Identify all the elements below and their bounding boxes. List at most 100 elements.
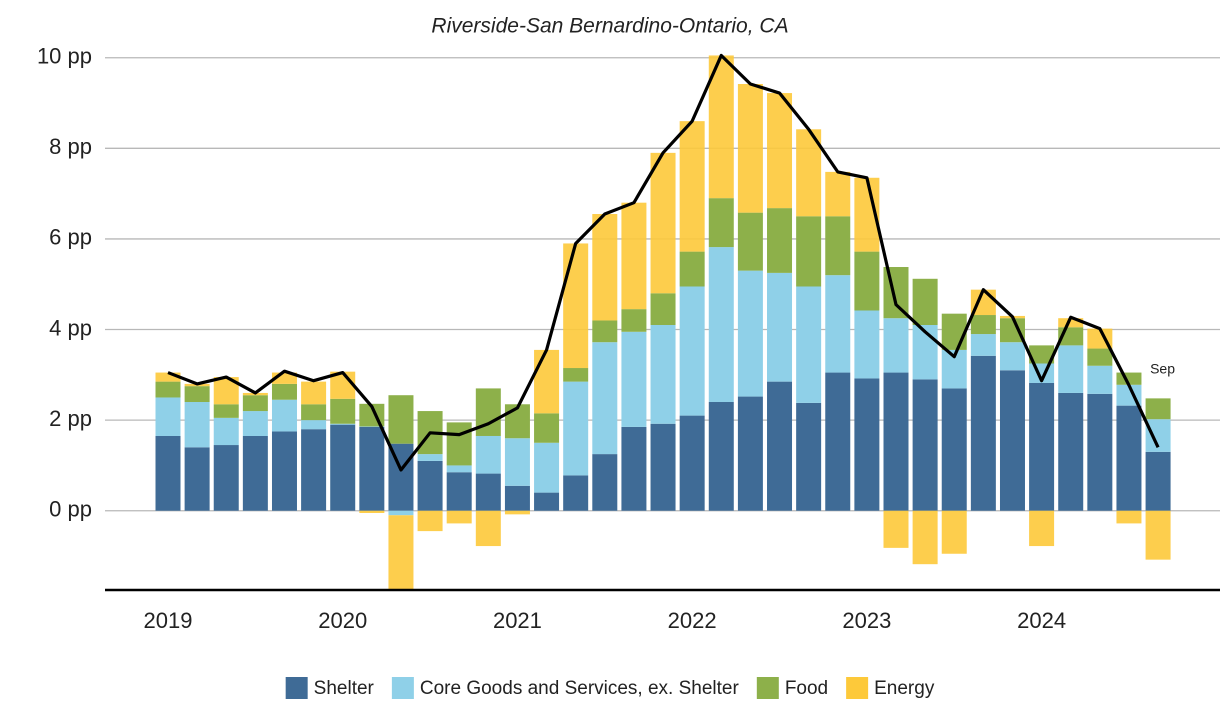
bar-segment xyxy=(912,324,938,380)
total-line xyxy=(167,53,1160,472)
bar-segment xyxy=(504,404,530,439)
bar-segment xyxy=(301,404,327,421)
bar-segment xyxy=(155,372,181,382)
bar-segment xyxy=(1087,348,1113,366)
annotation: Sep xyxy=(1150,361,1175,377)
bar-segment xyxy=(271,372,297,384)
bar-segment xyxy=(1029,382,1055,511)
bar-segment xyxy=(941,388,967,511)
x-tick-label: 2021 xyxy=(493,608,542,633)
bar-segment xyxy=(825,171,851,217)
y-tick-label: 10 pp xyxy=(37,44,92,69)
legend-label: Energy xyxy=(874,678,935,699)
x-tick-label: 2022 xyxy=(668,608,717,633)
bar-segment xyxy=(184,386,210,403)
x-tick-label: 2020 xyxy=(318,608,367,633)
bar-segment xyxy=(825,275,851,373)
bar-segment xyxy=(767,208,793,273)
bar-segment xyxy=(504,510,530,515)
y-tick-label: 8 pp xyxy=(49,134,92,159)
bar-segment xyxy=(504,438,530,486)
bar-segment xyxy=(679,415,705,511)
bar-segment xyxy=(796,402,822,511)
bar-segment xyxy=(242,395,268,412)
legend-label: Food xyxy=(785,678,828,699)
bar-segment xyxy=(213,404,239,418)
bar-segment xyxy=(534,349,560,414)
bar-segment xyxy=(359,426,385,511)
bar-segment xyxy=(446,472,472,511)
bar-segment xyxy=(1116,510,1142,524)
bar-segment xyxy=(970,355,996,511)
bar-segment xyxy=(912,510,938,565)
bar-segment xyxy=(999,342,1025,371)
bar-segment xyxy=(825,372,851,511)
y-tick-label: 0 pp xyxy=(49,497,92,522)
bar-segment xyxy=(242,435,268,511)
legend: Shelter Core Goods and Services, ex. Shel… xyxy=(285,677,935,699)
bar-segment xyxy=(301,420,327,430)
bar-segment xyxy=(388,395,414,444)
x-tick-label: 2024 xyxy=(1017,608,1066,633)
bar-segment xyxy=(475,435,501,474)
bar-segment xyxy=(621,331,647,427)
bar-segment xyxy=(534,442,560,493)
bar-segment xyxy=(650,324,676,424)
bar-segment xyxy=(1029,345,1055,364)
bar-segment xyxy=(825,216,851,276)
bar-segment xyxy=(708,198,734,248)
bar-segment xyxy=(155,381,181,398)
bar-segment xyxy=(650,293,676,325)
bar-segment xyxy=(242,411,268,436)
y-tick-label: 6 pp xyxy=(49,225,92,250)
bar-segment xyxy=(504,485,530,511)
bar-segment xyxy=(941,313,967,350)
bar-segment xyxy=(563,368,589,382)
bar-segment xyxy=(1145,510,1171,560)
bar-segment xyxy=(592,320,618,343)
bar-segment xyxy=(650,423,676,511)
bar-segment xyxy=(767,381,793,511)
bar-segment xyxy=(679,121,705,252)
bar-segment xyxy=(417,460,443,511)
bar-segment xyxy=(621,202,647,310)
bar-segment xyxy=(359,510,385,513)
bar-segment xyxy=(621,426,647,511)
bar-segment xyxy=(1087,393,1113,511)
bar-segment xyxy=(417,454,443,461)
x-tick-label: 2019 xyxy=(144,608,193,633)
bar-segment xyxy=(854,378,880,511)
y-tick-label: 4 pp xyxy=(49,315,92,340)
bar-segment xyxy=(737,396,763,511)
bar-segment xyxy=(534,413,560,443)
bar-segment xyxy=(708,247,734,403)
bar-segment xyxy=(737,270,763,397)
bar-segment xyxy=(592,342,618,455)
bar-segment xyxy=(213,445,239,511)
bar-segment xyxy=(271,431,297,511)
bar-segment xyxy=(475,473,501,511)
bar-segment xyxy=(446,422,472,466)
bar-segment xyxy=(184,447,210,511)
bar-segment xyxy=(1058,392,1084,511)
bar-segment xyxy=(1058,318,1084,328)
bar-segment xyxy=(650,152,676,294)
legend-label: Shelter xyxy=(314,678,375,699)
bar-segment xyxy=(271,399,297,432)
bar-segment xyxy=(708,402,734,511)
bar-segment xyxy=(621,309,647,332)
bar-segment xyxy=(1087,365,1113,394)
bar-segment xyxy=(184,402,210,448)
bar-segment xyxy=(446,510,472,524)
legend-swatch xyxy=(756,677,779,699)
legend-label: Core Goods and Services, ex. Shelter xyxy=(420,678,740,699)
bar-segment xyxy=(941,510,967,554)
bar-segment xyxy=(679,286,705,416)
bar-segment xyxy=(475,510,501,547)
bar-segment xyxy=(1145,451,1171,511)
bar-segment xyxy=(330,424,356,511)
legend-swatch xyxy=(391,677,414,699)
y-tick-label: 2 pp xyxy=(49,406,92,431)
bar-segment xyxy=(592,214,618,321)
